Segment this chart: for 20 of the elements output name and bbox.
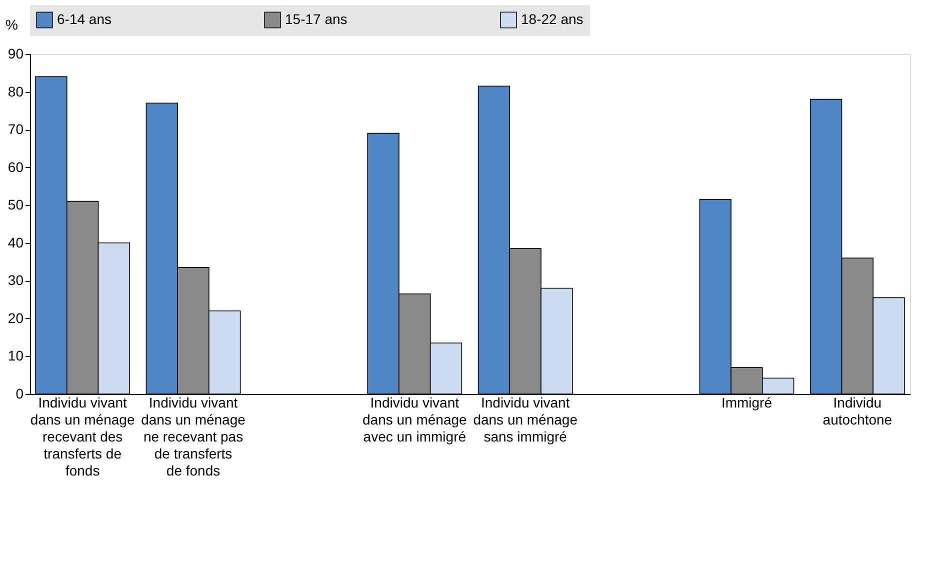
x-tick-label: Immigré bbox=[721, 394, 772, 410]
y-tick-label: 70 bbox=[8, 121, 24, 138]
legend-label: 6-14 ans bbox=[57, 10, 112, 27]
y-axis-title: % bbox=[6, 16, 18, 32]
y-tick-label: 90 bbox=[8, 46, 24, 62]
y-tick-label: 80 bbox=[8, 83, 24, 100]
legend-label: 18-22 ans bbox=[521, 10, 584, 27]
y-tick-label: 30 bbox=[8, 272, 24, 288]
y-tick-label: 60 bbox=[8, 158, 24, 175]
x-tick-label: Individu autochtone bbox=[822, 394, 892, 428]
x-tick-label: Individu vivant dans un ménage avec un immigré bbox=[362, 394, 468, 444]
y-tick-label: 20 bbox=[8, 310, 24, 326]
x-tick-label: Individu vivant dans un ménage sans immigré bbox=[473, 394, 578, 444]
x-tick-label: Individu vivant dans un ménage ne recevant pas de transferts de fonds bbox=[141, 394, 246, 478]
y-tick-label: 50 bbox=[8, 196, 24, 213]
y-tick-label: 0 bbox=[16, 386, 24, 402]
x-tick-label: Individu vivant dans un ménage recevant des transferts de fonds bbox=[30, 394, 135, 478]
y-tick-label: 40 bbox=[8, 234, 24, 250]
legend-label: 15-17 ans bbox=[285, 10, 348, 27]
y-tick-label: 10 bbox=[8, 348, 24, 364]
